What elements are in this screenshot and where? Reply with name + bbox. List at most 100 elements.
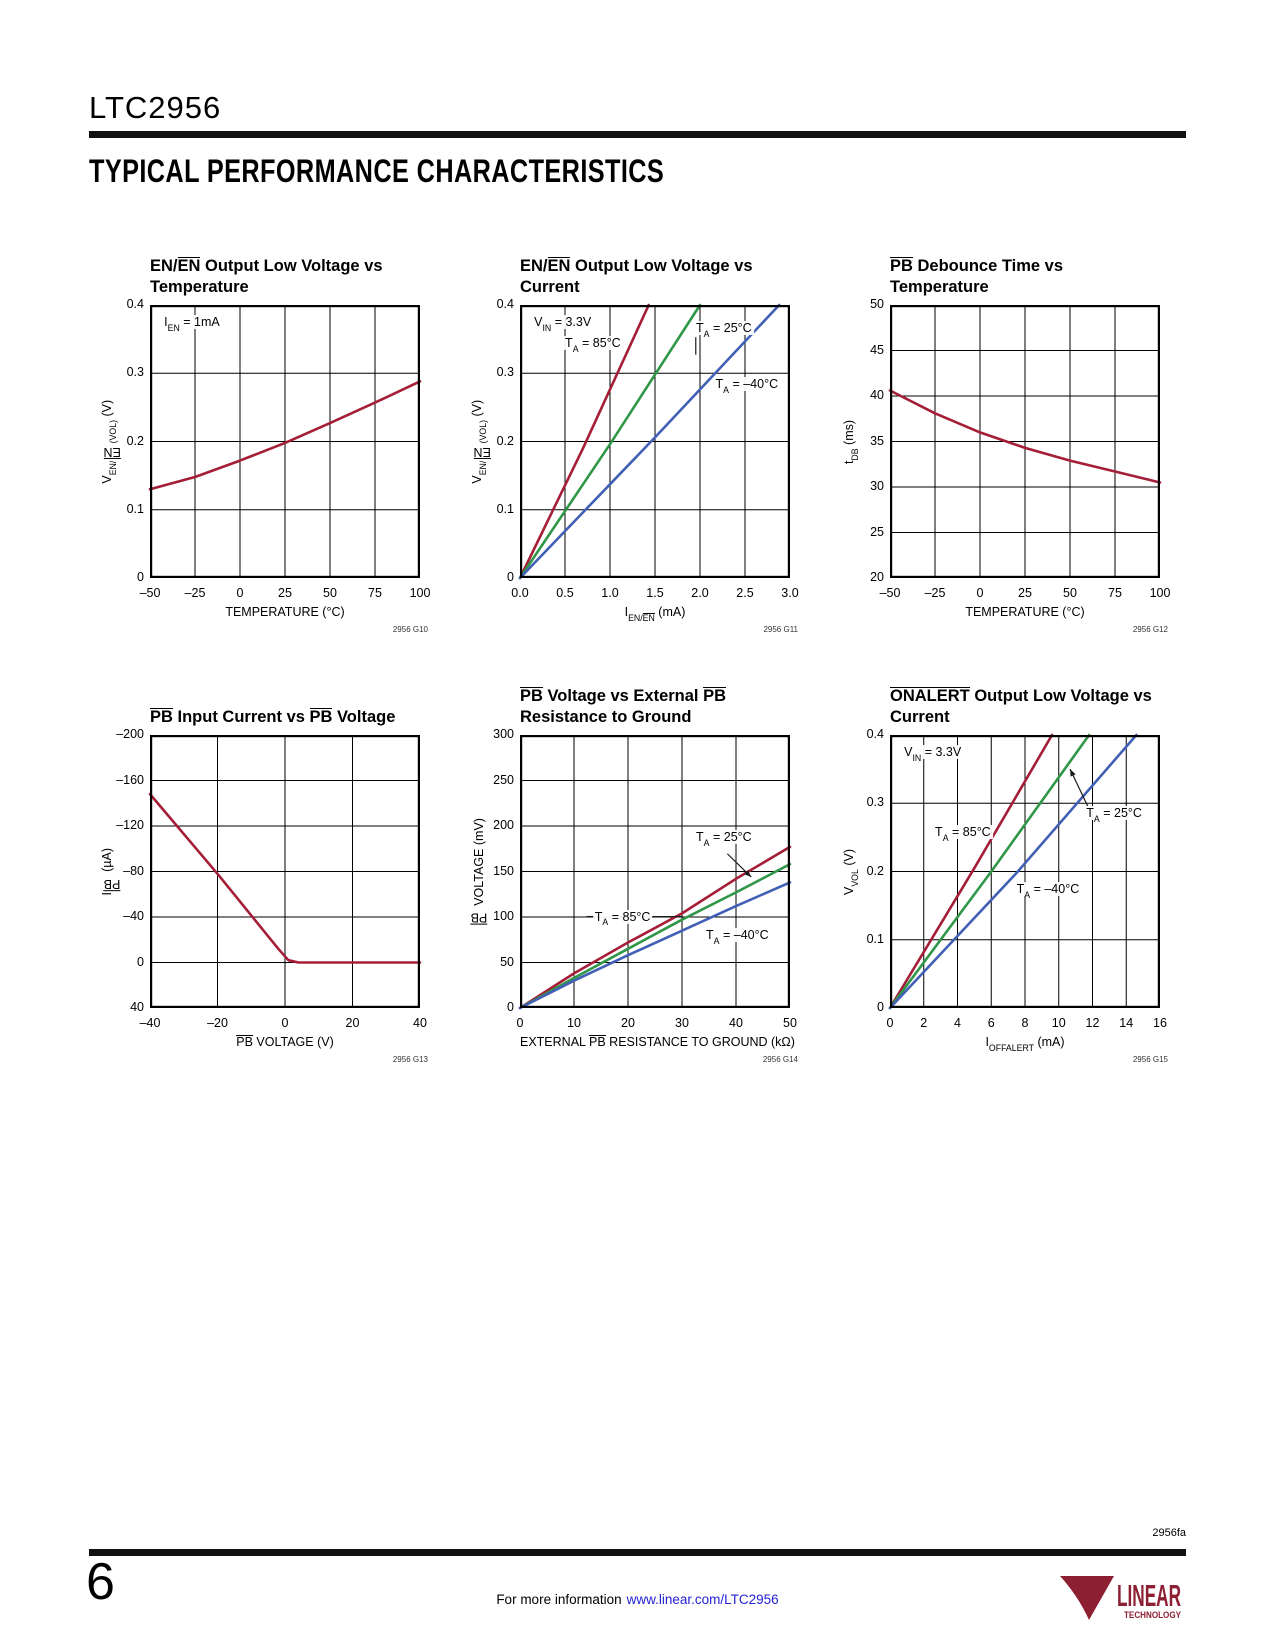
x-tick-label: 50: [783, 1016, 797, 1030]
y-tick-label: –200: [116, 727, 144, 741]
series-line-0: [888, 389, 1162, 484]
x-axis-label: PB VOLTAGE (V): [236, 1035, 334, 1049]
graph-id: 2956 G14: [762, 1055, 798, 1064]
x-tick-label: 25: [278, 586, 292, 600]
series-line-0: [148, 792, 422, 964]
part-number: LTC2956: [89, 90, 222, 125]
y-tick-label: 0: [507, 1000, 514, 1014]
footer-link[interactable]: www.linear.com/LTC2956: [626, 1592, 779, 1607]
y-tick-label: 0.4: [126, 297, 144, 311]
series-line-2: [518, 303, 781, 580]
plot: [888, 733, 1160, 1010]
x-tick-label: 75: [1108, 586, 1122, 600]
plot: [888, 305, 1162, 578]
x-axis-label: IOFFALERT (mA): [985, 1035, 1065, 1053]
curve-label: TA = –40°C: [713, 377, 781, 395]
y-axis-label: VVOL (V): [842, 848, 860, 895]
x-tick-label: –25: [924, 586, 946, 600]
x-tick-label: 75: [368, 586, 382, 600]
plot-frame: [150, 305, 420, 578]
curve-label: TA = 25°C: [694, 321, 754, 340]
y-tick-label: 50: [870, 297, 884, 311]
x-axis-label: IEN/EN (mA): [624, 605, 686, 623]
x-tick-label: –25: [184, 586, 206, 600]
y-tick-label: 50: [500, 954, 514, 969]
y-tick-label: 100: [493, 909, 514, 923]
curve-label: TA = 25°C: [694, 830, 754, 849]
x-tick-label: –50: [879, 586, 901, 600]
curve-label: TA = –40°C: [1014, 882, 1082, 901]
x-tick-label: 10: [1051, 1016, 1066, 1030]
plot-canvas: [518, 303, 790, 580]
lt-logo-mark: [1060, 1576, 1114, 1620]
x-tick-label: –20: [207, 1016, 228, 1030]
x-tick-label: 50: [323, 586, 337, 600]
x-tick-label: 2.0: [691, 586, 709, 600]
x-tick-label: 1.0: [601, 586, 619, 600]
header-rule: [89, 131, 1186, 138]
curve-label: TA = 85°C: [592, 909, 653, 928]
y-tick-label: 0.4: [496, 297, 514, 311]
x-tick-label: 6: [987, 1016, 995, 1030]
arrow-head: [744, 870, 752, 877]
y-tick-label: 0.1: [496, 501, 514, 516]
graph-id: 2956 G11: [763, 625, 798, 634]
y-tick-label: 35: [870, 433, 884, 448]
y-tick-label: 0.2: [126, 433, 144, 448]
x-tick-label: 0.0: [511, 586, 529, 600]
y-tick-label: 20: [870, 570, 884, 584]
series-line-2: [888, 733, 1138, 1010]
x-tick-label: 3.0: [781, 586, 799, 600]
chart-title: EN/EN Output Low Voltage vs Temperature: [150, 256, 383, 296]
curve-label: IEN = 1mA: [162, 314, 222, 333]
x-tick-label: 50: [1063, 586, 1077, 600]
logo-brand-text: LINEAR: [1117, 1578, 1181, 1613]
x-tick-label: 2.5: [736, 586, 754, 600]
y-axis-label: VEN/EN(VOL) (V): [100, 399, 121, 484]
x-tick-label: 14: [1119, 1016, 1134, 1030]
curve-label: VIN = 3.3V: [532, 314, 594, 333]
x-tick-label: 0: [886, 1016, 894, 1030]
x-tick-label: 0: [236, 586, 244, 600]
x-tick-label: 100: [1149, 586, 1171, 600]
x-tick-label: 30: [675, 1016, 689, 1030]
x-tick-label: 4: [954, 1016, 961, 1030]
series-line-1: [888, 733, 1091, 1010]
chart-title: PB Debounce Time vs Temperature: [890, 256, 1064, 296]
curve-label: VIN = 3.3V: [902, 744, 964, 763]
section-title: TYPICAL PERFORMANCE CHARACTERISTICS: [89, 153, 665, 189]
chart-pb-current-vs-voltage: PB Input Current vs PB Voltage –200 –160–…: [95, 670, 455, 1080]
x-axis-label: TEMPERATURE (°C): [225, 605, 345, 619]
doc-code: 2956fa: [1152, 1527, 1186, 1539]
plot-canvas: [518, 735, 792, 1010]
footer-info-text: For more information: [496, 1592, 622, 1607]
linear-technology-logo: LINEAR TECHNOLOGY: [1060, 1576, 1182, 1621]
plot-canvas: [148, 735, 422, 1008]
plot-canvas: [888, 305, 1162, 578]
x-tick-label: 25: [1018, 586, 1032, 600]
curve-label: TA = 25°C: [1084, 805, 1144, 824]
y-tick-label: 0: [137, 954, 144, 969]
y-axis-label: PB VOLTAGE (mV): [470, 817, 488, 925]
curve-label: TA = 85°C: [933, 824, 993, 843]
y-tick-label: –40: [123, 909, 144, 923]
x-tick-label: 10: [567, 1016, 581, 1030]
series-line-1: [518, 862, 792, 1010]
page-number: 6: [86, 1553, 115, 1611]
y-tick-label: 250: [493, 772, 514, 787]
series-line-0: [518, 303, 650, 580]
x-tick-label: 8: [1021, 1016, 1029, 1030]
chart-pb-debounce-vs-temperature: PB Debounce Time vs Temperature 20 25 30 35 4…: [835, 240, 1195, 650]
x-tick-label: –50: [139, 586, 161, 600]
plot: [518, 303, 790, 580]
y-tick-label: 0.2: [496, 433, 514, 448]
x-tick-label: 100: [409, 586, 431, 600]
x-tick-label: 16: [1153, 1016, 1167, 1030]
x-tick-label: 1.5: [646, 586, 664, 600]
y-tick-label: 30: [870, 479, 884, 493]
y-tick-label: 200: [493, 818, 514, 832]
y-tick-label: 300: [493, 727, 514, 741]
series-line-0: [888, 733, 1054, 1010]
plot: [148, 735, 422, 1008]
arrow-head: [1070, 769, 1076, 777]
